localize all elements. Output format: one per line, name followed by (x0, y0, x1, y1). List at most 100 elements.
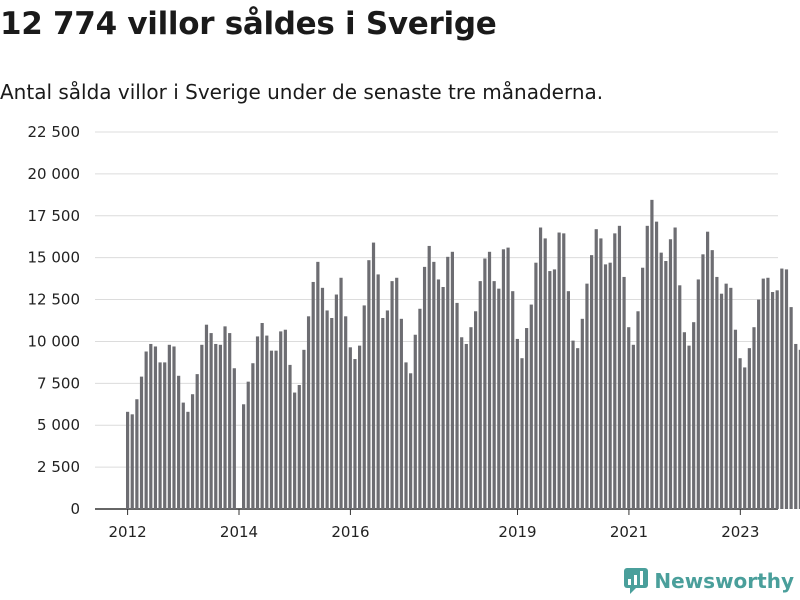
bar (139, 376, 144, 509)
bar (316, 261, 320, 509)
bar (664, 261, 668, 509)
bar (659, 252, 663, 509)
bar (334, 294, 338, 509)
x-tick-label: 2023 (721, 523, 759, 541)
bar (177, 375, 181, 509)
bar (348, 347, 352, 509)
bar (706, 231, 710, 509)
bar (733, 329, 738, 509)
bar (251, 363, 255, 509)
bar (130, 414, 134, 509)
y-tick-label: 20 000 (28, 165, 81, 183)
bar (608, 262, 612, 509)
bar (673, 227, 677, 509)
bar (520, 358, 524, 509)
bar (562, 233, 566, 509)
bar (376, 274, 380, 509)
bar (163, 362, 167, 509)
bar (279, 331, 283, 509)
bar (353, 359, 357, 509)
bar (525, 328, 529, 509)
x-tick-label: 2014 (220, 523, 258, 541)
bar (265, 335, 269, 509)
bar (599, 238, 603, 509)
bar (371, 242, 376, 509)
bar (798, 349, 800, 509)
chart-title: 12 774 villor såldes i Sverige (0, 6, 497, 42)
bar (367, 260, 371, 509)
bar (715, 276, 719, 509)
bar (775, 290, 779, 509)
bar (622, 276, 626, 509)
bar (497, 288, 501, 509)
bar (682, 332, 686, 509)
bar (228, 333, 232, 509)
bar (436, 279, 441, 509)
bar (747, 348, 751, 509)
bar (395, 277, 399, 509)
y-tick-label: 10 000 (28, 332, 81, 350)
bar (724, 283, 728, 509)
bar (590, 255, 594, 509)
bar (344, 316, 348, 509)
bar (293, 392, 297, 509)
bar (757, 299, 761, 509)
bar (576, 348, 580, 509)
bar (218, 344, 222, 509)
bar (743, 367, 747, 509)
bar (603, 264, 608, 509)
bar (511, 291, 515, 509)
brand-name: Newsworthy (654, 569, 794, 593)
bar (501, 249, 506, 510)
bar (297, 385, 301, 509)
bar (687, 345, 691, 509)
newsworthy-brand: Newsworthy (624, 568, 794, 594)
bar (594, 229, 598, 509)
bar (144, 351, 148, 509)
x-tick-label: 2016 (331, 523, 369, 541)
y-tick-label: 5 000 (37, 416, 80, 434)
bar (645, 225, 649, 509)
bar (200, 344, 204, 509)
bar (172, 346, 176, 509)
y-tick-label: 17 500 (28, 207, 81, 225)
bar (422, 266, 427, 509)
bar (153, 346, 158, 509)
bar (455, 302, 459, 509)
bar (636, 311, 640, 509)
bar (274, 350, 278, 509)
bar (427, 245, 431, 509)
bar (534, 262, 538, 509)
bar (794, 343, 798, 509)
bar (617, 225, 622, 509)
bar (325, 310, 329, 509)
bar (255, 336, 260, 509)
bar (418, 308, 422, 509)
bar (450, 251, 454, 510)
y-tick-label: 12 500 (28, 291, 81, 309)
bar (190, 394, 195, 509)
bar (126, 411, 130, 509)
y-tick-label: 22 500 (28, 123, 81, 141)
bar (678, 285, 682, 509)
bar (362, 305, 366, 509)
bar (701, 254, 705, 509)
bar (650, 199, 654, 510)
bar (761, 278, 765, 509)
bar (464, 343, 468, 509)
bar (288, 364, 292, 509)
bar (149, 343, 153, 509)
bar (492, 281, 496, 509)
y-tick-label: 15 000 (28, 249, 81, 267)
bar (752, 327, 756, 509)
bar (158, 362, 162, 509)
bar (204, 324, 209, 509)
bar (710, 250, 714, 509)
bar (167, 344, 171, 509)
bar (631, 344, 635, 509)
chart-subtitle: Antal sålda villor i Sverige under de se… (0, 80, 604, 104)
bar (186, 411, 190, 509)
newsworthy-logo-icon (624, 568, 649, 594)
bar (557, 232, 561, 509)
